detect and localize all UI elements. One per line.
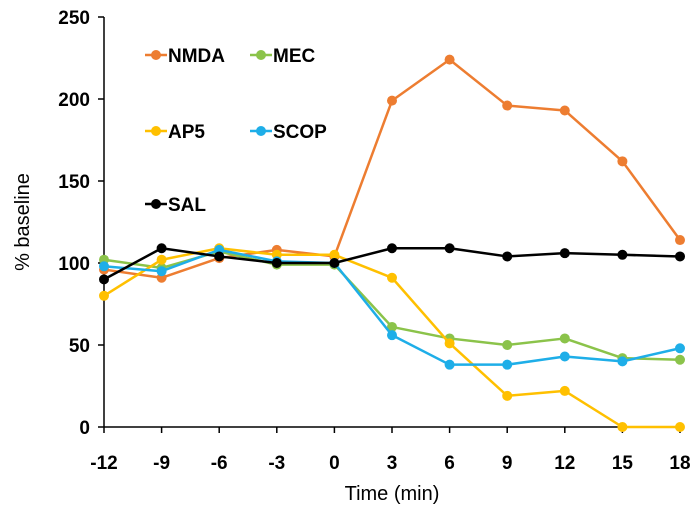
data-point — [99, 261, 109, 272]
data-point — [675, 422, 685, 432]
x-tick-label: 3 — [387, 453, 398, 474]
data-point — [502, 251, 513, 262]
legend-item-nmda: NMDA — [145, 46, 225, 67]
data-point — [99, 274, 109, 285]
legend-label: SAL — [168, 195, 206, 216]
data-point — [559, 333, 570, 344]
legend-label: AP5 — [168, 122, 205, 143]
x-tick-label: 15 — [612, 453, 634, 474]
data-point — [675, 354, 685, 365]
data-point — [617, 422, 628, 432]
legend-item-ap5: AP5 — [145, 122, 205, 143]
x-ticks: -12 -9 -6 -3 0 3 6 9 12 15 18 — [90, 427, 691, 474]
legend-item-sal: SAL — [145, 195, 206, 216]
series-scop — [99, 244, 685, 370]
data-point — [617, 249, 628, 260]
data-point — [559, 385, 570, 396]
data-point — [99, 290, 109, 301]
y-tick-label: 150 — [58, 172, 90, 193]
data-point — [329, 258, 340, 268]
data-point — [559, 105, 570, 116]
axes — [103, 17, 680, 428]
data-point — [559, 351, 570, 362]
legend-swatch-marker — [151, 50, 161, 60]
y-tick-label: 100 — [58, 254, 90, 275]
data-point — [502, 359, 513, 370]
legend-label: MEC — [273, 46, 316, 67]
legend-swatch-marker — [256, 50, 266, 60]
data-point — [271, 258, 282, 268]
data-point — [387, 330, 397, 341]
data-point — [387, 95, 397, 106]
x-tick-label: 18 — [669, 453, 690, 474]
data-point — [214, 251, 225, 262]
data-point — [387, 243, 397, 254]
data-point — [502, 100, 513, 111]
data-point — [444, 359, 455, 370]
data-point — [617, 156, 628, 167]
x-tick-label: -3 — [268, 453, 285, 474]
legend-item-scop: SCOP — [250, 122, 327, 143]
y-tick-label: 250 — [58, 8, 90, 29]
data-point — [675, 343, 685, 354]
data-point — [329, 249, 340, 260]
data-point — [502, 390, 513, 401]
data-point — [387, 272, 397, 283]
data-point — [502, 340, 513, 350]
data-point — [675, 235, 685, 246]
data-point — [444, 338, 455, 349]
x-tick-label: -12 — [90, 453, 117, 474]
x-tick-label: 9 — [502, 453, 513, 474]
y-tick-label: 0 — [79, 418, 90, 439]
y-tick-label: 50 — [69, 336, 90, 357]
legend-label: NMDA — [168, 46, 225, 67]
legend: NMDA MEC AP5 SCOP SAL — [145, 46, 327, 216]
data-point — [156, 243, 167, 254]
series-mec — [99, 246, 685, 365]
data-point — [444, 243, 455, 254]
x-tick-label: -9 — [153, 453, 170, 474]
legend-label: SCOP — [273, 122, 327, 143]
y-tick-label: 200 — [58, 90, 90, 111]
legend-swatch-marker — [256, 126, 266, 136]
legend-swatch-marker — [151, 199, 161, 209]
data-point — [617, 356, 628, 367]
data-point — [387, 321, 397, 332]
legend-item-mec: MEC — [250, 46, 316, 67]
x-axis-title: Time (min) — [345, 483, 440, 505]
y-ticks: 0 50 100 150 200 250 — [58, 8, 104, 439]
x-tick-label: 12 — [554, 453, 575, 474]
data-point — [444, 54, 455, 65]
data-point — [156, 266, 167, 277]
x-tick-label: 0 — [329, 453, 340, 474]
y-axis-title: % baseline — [12, 173, 34, 271]
x-tick-label: -6 — [211, 453, 228, 474]
x-tick-label: 6 — [444, 453, 455, 474]
data-point — [675, 251, 685, 262]
series-layer — [99, 54, 685, 432]
data-point — [559, 248, 570, 259]
legend-swatch-marker — [151, 126, 161, 136]
data-point — [156, 254, 167, 265]
series-sal — [99, 243, 685, 285]
